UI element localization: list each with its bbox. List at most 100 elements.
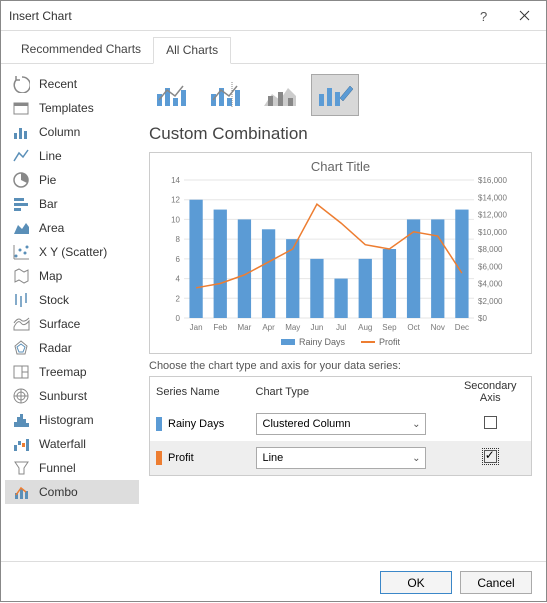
combo-icon: [11, 484, 31, 500]
sidebar-item-label: Stock: [39, 293, 69, 307]
svg-text:12: 12: [171, 196, 180, 205]
templates-icon: [11, 100, 31, 116]
area-icon: [11, 220, 31, 236]
sidebar-item-label: Line: [39, 149, 62, 163]
ok-button[interactable]: OK: [380, 571, 452, 594]
chevron-down-icon: ⌄: [412, 419, 420, 430]
series-marker-profit: [156, 451, 162, 465]
svg-text:$8,000: $8,000: [478, 245, 503, 254]
svg-text:Jan: Jan: [190, 323, 203, 332]
svg-text:$0: $0: [478, 314, 487, 323]
sidebar-item-surface[interactable]: Surface: [5, 312, 139, 336]
section-title: Custom Combination: [149, 124, 532, 144]
svg-text:Aug: Aug: [358, 323, 372, 332]
treemap-icon: [11, 364, 31, 380]
line-icon: [11, 148, 31, 164]
sidebar-item-templates[interactable]: Templates: [5, 96, 139, 120]
svg-text:4: 4: [176, 275, 181, 284]
sidebar-item-bar[interactable]: Bar: [5, 192, 139, 216]
close-button[interactable]: [504, 2, 544, 30]
svg-text:Jul: Jul: [336, 323, 346, 332]
chart-preview[interactable]: Chart Title 02468101214$0$2,000$4,000$6,…: [149, 152, 532, 354]
svg-text:Mar: Mar: [238, 323, 252, 332]
map-icon: [11, 268, 31, 284]
combo-variant-3[interactable]: [257, 74, 305, 116]
combo-variant-2[interactable]: [203, 74, 251, 116]
cancel-button[interactable]: Cancel: [460, 571, 532, 594]
chart-type-select-profit[interactable]: Line⌄: [256, 447, 426, 469]
column-icon: [11, 124, 31, 140]
sidebar-item-scatter[interactable]: X Y (Scatter): [5, 240, 139, 264]
sidebar-item-line[interactable]: Line: [5, 144, 139, 168]
svg-text:$14,000: $14,000: [478, 193, 507, 202]
sidebar-item-label: Radar: [39, 341, 72, 355]
svg-text:Apr: Apr: [262, 323, 275, 332]
svg-text:Dec: Dec: [455, 323, 469, 332]
col-series-name: Series Name: [150, 377, 250, 408]
tab-all-charts[interactable]: All Charts: [153, 37, 231, 64]
sidebar-item-label: Pie: [39, 173, 56, 187]
series-row-rainy: Rainy Days Clustered Column⌄: [150, 407, 532, 441]
secondary-axis-checkbox-profit[interactable]: [484, 450, 497, 463]
pie-icon: [11, 172, 31, 188]
sidebar-item-stock[interactable]: Stock: [5, 288, 139, 312]
sidebar-item-histogram[interactable]: Histogram: [5, 408, 139, 432]
sidebar-item-sunburst[interactable]: Sunburst: [5, 384, 139, 408]
svg-text:$4,000: $4,000: [478, 280, 503, 289]
sidebar-item-funnel[interactable]: Funnel: [5, 456, 139, 480]
sidebar-item-recent[interactable]: Recent: [5, 72, 139, 96]
series-marker-rainy: [156, 417, 162, 431]
sidebar-item-label: Treemap: [39, 365, 87, 379]
secondary-axis-checkbox-rainy[interactable]: [484, 416, 497, 429]
funnel-icon: [11, 460, 31, 476]
svg-text:Oct: Oct: [407, 323, 420, 332]
window-title: Insert Chart: [9, 9, 464, 23]
svg-text:Feb: Feb: [213, 323, 227, 332]
sidebar-item-label: Column: [39, 125, 80, 139]
svg-text:8: 8: [176, 235, 181, 244]
series-instructions: Choose the chart type and axis for your …: [149, 360, 532, 372]
tab-recommended[interactable]: Recommended Charts: [9, 37, 153, 63]
sidebar-item-area[interactable]: Area: [5, 216, 139, 240]
sidebar-item-label: X Y (Scatter): [39, 245, 107, 259]
sidebar-item-label: Recent: [39, 77, 77, 91]
svg-text:14: 14: [171, 176, 180, 185]
legend-profit: Profit: [361, 337, 400, 347]
chart-title: Chart Title: [150, 153, 531, 176]
sidebar-item-combo[interactable]: Combo: [5, 480, 139, 504]
sidebar-item-label: Area: [39, 221, 64, 235]
sidebar-item-label: Waterfall: [39, 437, 86, 451]
svg-text:0: 0: [176, 314, 181, 323]
sidebar-item-radar[interactable]: Radar: [5, 336, 139, 360]
radar-icon: [11, 340, 31, 356]
svg-text:6: 6: [176, 255, 181, 264]
sidebar-item-waterfall[interactable]: Waterfall: [5, 432, 139, 456]
surface-icon: [11, 316, 31, 332]
col-secondary-axis: Secondary Axis: [450, 377, 532, 408]
svg-text:Jun: Jun: [310, 323, 323, 332]
sidebar-item-label: Templates: [39, 101, 94, 115]
col-chart-type: Chart Type: [250, 377, 450, 408]
svg-text:$12,000: $12,000: [478, 211, 507, 220]
sidebar-item-map[interactable]: Map: [5, 264, 139, 288]
sidebar-item-label: Map: [39, 269, 62, 283]
svg-text:$2,000: $2,000: [478, 297, 503, 306]
combo-variant-1[interactable]: [149, 74, 197, 116]
scatter-icon: [11, 244, 31, 260]
sidebar-item-label: Funnel: [39, 461, 76, 475]
histogram-icon: [11, 412, 31, 428]
sidebar-item-treemap[interactable]: Treemap: [5, 360, 139, 384]
svg-text:10: 10: [171, 215, 180, 224]
help-button[interactable]: ?: [464, 2, 504, 30]
chart-type-select-rainy[interactable]: Clustered Column⌄: [256, 413, 426, 435]
sidebar-item-label: Surface: [39, 317, 80, 331]
svg-text:May: May: [285, 323, 300, 332]
sidebar-item-pie[interactable]: Pie: [5, 168, 139, 192]
svg-text:Sep: Sep: [382, 323, 397, 332]
sidebar-item-column[interactable]: Column: [5, 120, 139, 144]
chevron-down-icon: ⌄: [412, 453, 420, 464]
svg-text:$10,000: $10,000: [478, 228, 507, 237]
series-row-profit: Profit Line⌄: [150, 441, 532, 476]
legend-rainy: Rainy Days: [281, 337, 345, 347]
combo-variant-custom[interactable]: [311, 74, 359, 116]
